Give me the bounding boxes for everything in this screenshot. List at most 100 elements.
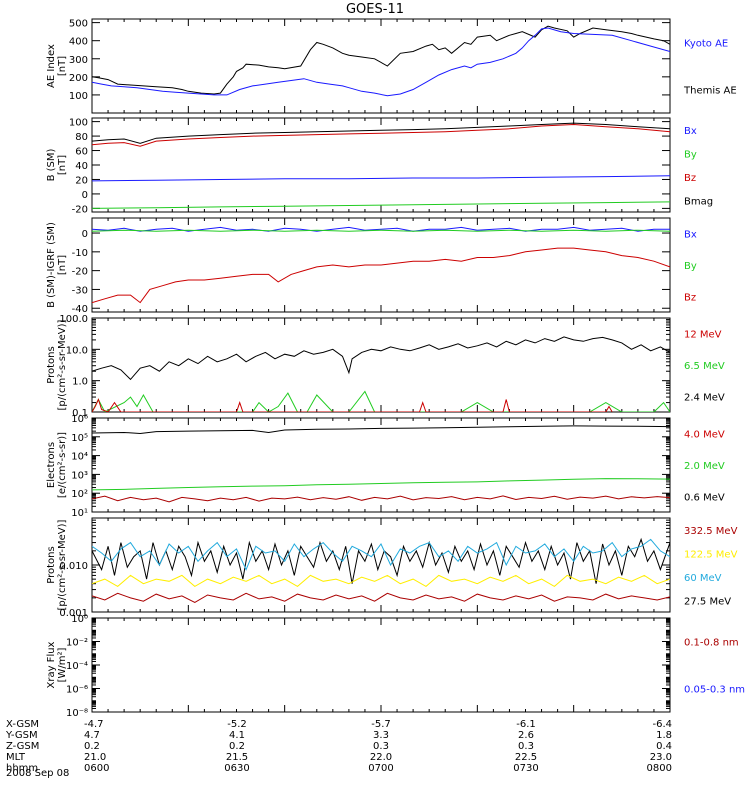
y-tick-label: 0.001 [59,608,88,619]
x-column-value: 0630 [224,763,249,774]
y-tick-label: -40 [72,304,88,315]
y-axis-label: B (SM) [46,148,57,181]
series-122-5-mev [92,574,670,588]
panel-frame [91,18,671,114]
y-tick-label: 10⁵ [71,433,88,444]
y-tick-label: 10⁶ [71,414,88,425]
legend-entry: 0.1-0.8 nm [684,638,739,649]
x-column-value: 0730 [513,763,538,774]
series-2-4-mev [92,336,670,381]
y-tick-label: 10.0 [66,345,88,356]
y-tick-label: 0 [82,190,88,201]
y-tick-label: 400 [69,37,88,48]
y-tick-label: 10⁻⁶ [66,685,88,696]
y-axis-label: B (SM)-IGRF (SM) [46,222,57,308]
x-row-label: hhmm [6,763,38,774]
legend-entry: 332.5 MeV [684,526,738,537]
x-column-value: 0.2 [229,741,245,752]
y-axis-label: Protons [46,346,57,383]
y-tick-label: 10⁻² [66,638,88,649]
x-column-value: 2.6 [518,730,534,741]
legend-entry: 6.5 MeV [684,361,725,372]
series-0-6-mev [92,425,670,435]
legend-entry: 0.05-0.3 nm [684,685,745,696]
x-column-value: 21.5 [226,752,248,763]
x-column-value: 1.8 [656,730,672,741]
panel-frame [91,117,671,213]
y-tick-label: 100 [69,91,88,102]
y-tick-label: 500 [69,19,88,30]
x-row-label: Z-GSM [6,741,39,752]
x-column-value: 22.0 [370,752,392,763]
y-axis-label: [p/(cm²-s-sr-MeV)] [57,319,68,410]
legend-entry: 4.0 MeV [684,430,725,441]
y-tick-label: 10³ [71,470,88,481]
series-kyoto-ae [92,27,670,97]
panel-ae: 100 200 300 400 500 AE Index [nT] Kyoto AE Themi… [46,18,737,114]
y-tick-label: -30 [72,285,88,296]
y-tick-label: 0 [82,229,88,240]
legend-entry: Bmag [684,196,713,207]
y-tick-label: 0.1 [72,408,88,419]
series-bx [92,175,670,182]
legend-entry: 27.5 MeV [684,596,731,607]
legend-entry: 122.5 MeV [684,549,738,560]
y-axis-label: AE Index [46,44,57,88]
y-tick-label: 40 [75,161,88,172]
y-tick-label: -10 [72,248,88,259]
legend-entry: Bx [684,230,697,241]
series-bz [92,123,670,147]
series-by [92,229,670,232]
y-tick-label: 60 [75,147,88,158]
panel-frame [91,617,671,713]
y-tick-label: 10⁴ [71,452,88,463]
x-column-value: 0700 [368,763,393,774]
figure-title: GOES-11 [346,2,404,17]
y-tick-label: 20 [75,175,88,186]
y-tick-label: 0.010 [59,561,88,572]
x-column-value: -5.7 [371,719,391,730]
x-column-value: -5.2 [227,719,247,730]
legend-entry: Themis AE [683,86,737,97]
series-332-5-mev [92,592,670,603]
y-tick-label: 100.0 [59,314,88,325]
x-column-value: 21.0 [84,752,106,763]
legend-entry: Bz [684,173,696,184]
y-tick-label: 300 [69,55,88,66]
x-column-value: -6.1 [516,719,536,730]
panel-frame [91,317,671,413]
series-themis-ae [92,25,670,95]
y-tick-label: 10¹ [71,508,88,519]
y-tick-label: 80 [75,132,88,143]
x-column-value: -4.7 [84,719,104,730]
x-column-value: -6.4 [652,719,672,730]
x-column-value: 23.0 [650,752,672,763]
y-tick-label: 10⁰ [71,614,88,625]
x-column-value: 0800 [647,763,672,774]
x-axis-labels: 2008 Sep 08 X-GSMY-GSMZ-GSMMLThhmm-4.74.… [5,719,672,779]
x-column-value: 22.5 [515,752,537,763]
series-12-mev [92,398,613,412]
series-2-0-mev [92,478,670,491]
y-axis-label: [p/(cm²-s-sr-MeV)] [57,519,68,610]
series-bmag [92,122,670,144]
y-tick-label: 10⁻⁴ [66,661,88,672]
legend-entry: 2.4 MeV [684,392,725,403]
y-tick-label: 1.0 [72,377,88,388]
legend-entry: By [684,149,697,160]
series-4-0-mev [92,495,670,503]
legend-entry: Bz [684,292,696,303]
x-column-value: 0.3 [518,741,534,752]
y-axis-label: Xray Flux [46,641,57,688]
x-row-label: Y-GSM [5,730,38,741]
y-axis-label: Protons [46,546,57,583]
legend-entry: 12 MeV [684,330,722,341]
x-row-label: MLT [6,752,26,763]
y-tick-label: 10² [71,489,88,500]
x-column-value: 3.3 [373,730,389,741]
y-tick-label: 10⁻⁸ [66,708,88,719]
y-tick-label: -20 [72,204,88,215]
y-tick-label: 100 [69,118,88,129]
